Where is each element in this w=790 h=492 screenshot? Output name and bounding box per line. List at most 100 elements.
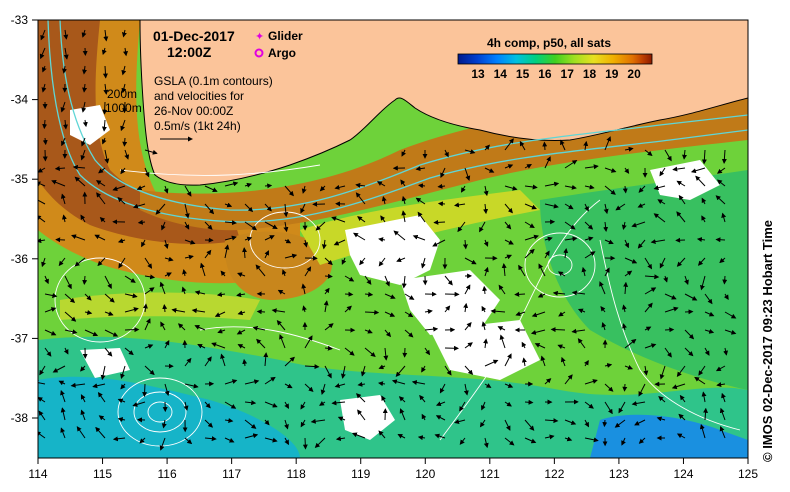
velocity-arrow <box>584 184 595 190</box>
velocity-arrow <box>638 185 646 193</box>
velocity-arrow <box>54 165 66 171</box>
velocity-arrow <box>483 338 489 349</box>
velocity-arrow <box>64 329 78 335</box>
colorbar-tick-label: 19 <box>605 67 619 81</box>
velocity-arrow <box>483 437 489 449</box>
velocity-arrow <box>521 341 527 349</box>
velocity-arrow <box>404 293 415 300</box>
velocity-arrow <box>479 419 486 428</box>
velocity-arrow <box>284 419 289 430</box>
velocity-arrow <box>82 119 88 128</box>
velocity-arrow <box>242 247 248 259</box>
velocity-arrow <box>284 383 293 389</box>
velocity-arrow <box>44 329 57 336</box>
velocity-arrow <box>530 329 546 335</box>
velocity-arrow <box>301 185 307 194</box>
velocity-arrow <box>601 322 607 331</box>
velocity-arrow <box>334 184 346 190</box>
velocity-arrow <box>384 293 396 299</box>
velocity-arrow <box>599 281 606 295</box>
velocity-arrow <box>401 210 407 223</box>
velocity-arrow <box>102 65 108 79</box>
velocity-arrow <box>44 293 58 298</box>
velocity-arrow <box>460 185 466 193</box>
x-tick-label: 120 <box>415 467 435 481</box>
velocity-arrow <box>464 149 476 155</box>
velocity-arrow <box>534 343 546 349</box>
velocity-arrow <box>524 164 532 169</box>
velocity-arrow <box>404 329 414 338</box>
velocity-arrow <box>164 340 170 349</box>
velocity-arrow <box>584 164 599 170</box>
velocity-arrow <box>333 239 346 246</box>
velocity-arrow <box>94 234 106 241</box>
velocity-arrow <box>433 219 446 225</box>
velocity-arrow <box>80 214 86 223</box>
velocity-arrow <box>204 436 217 442</box>
velocity-arrow <box>380 215 386 223</box>
velocity-arrow <box>82 65 88 75</box>
velocity-arrow <box>102 101 108 115</box>
velocity-arrow <box>120 167 126 175</box>
velocity-arrow <box>81 29 87 38</box>
velocity-arrow <box>464 284 471 295</box>
velocity-arrow <box>155 203 166 215</box>
velocity-arrow <box>44 307 57 313</box>
velocity-arrow <box>454 419 466 425</box>
velocity-arrow <box>464 167 471 181</box>
velocity-arrow <box>161 221 166 231</box>
velocity-arrow <box>483 203 489 215</box>
cloud-5 <box>650 160 720 200</box>
velocity-arrow <box>122 137 128 147</box>
velocity-arrow <box>421 413 427 421</box>
velocity-arrow <box>204 356 212 367</box>
velocity-arrow <box>142 303 148 313</box>
x-tick-label: 123 <box>609 467 629 481</box>
velocity-arrow <box>623 281 629 295</box>
velocity-arrow <box>242 358 248 367</box>
velocity-arrow <box>401 275 407 289</box>
velocity-arrow <box>124 275 136 283</box>
velocity-arrow <box>544 250 550 259</box>
velocity-arrow <box>244 419 257 429</box>
velocity-arrow <box>123 47 128 57</box>
velocity-arrow <box>144 344 154 349</box>
velocity-arrow <box>544 378 552 385</box>
velocity-arrow <box>603 203 609 215</box>
velocity-arrow <box>663 275 668 283</box>
velocity-arrow <box>95 426 106 439</box>
velocity-arrow <box>204 419 214 428</box>
velocity-arrow <box>76 426 86 439</box>
velocity-arrow <box>171 307 186 313</box>
velocity-arrow <box>664 306 679 313</box>
velocity-arrow <box>560 139 566 151</box>
velocity-arrow <box>504 185 518 191</box>
velocity-arrow <box>256 309 266 315</box>
velocity-arrow <box>276 320 286 331</box>
velocity-arrow <box>603 221 609 232</box>
velocity-arrow <box>301 283 307 295</box>
velocity-arrow <box>704 293 713 305</box>
velocity-arrow <box>643 365 649 376</box>
velocity-arrow <box>544 434 555 440</box>
velocity-arrow <box>401 149 407 157</box>
velocity-arrow <box>504 164 514 169</box>
x-tick-label: 116 <box>158 467 177 481</box>
velocity-arrow <box>577 308 586 314</box>
velocity-arrow <box>52 365 66 373</box>
velocity-arrow <box>244 433 259 439</box>
velocity-arrow <box>524 419 535 431</box>
velocity-arrow <box>657 199 666 205</box>
velocity-arrow <box>631 221 646 228</box>
velocity-arrow <box>84 329 99 337</box>
velocity-arrow <box>604 267 610 277</box>
velocity-arrow <box>644 149 653 157</box>
velocity-arrow <box>564 203 574 210</box>
velocity-arrow <box>236 292 246 298</box>
velocity-arrow <box>144 167 150 178</box>
velocity-arrow <box>398 396 406 403</box>
x-tick-label: 114 <box>28 467 47 481</box>
velocity-arrow <box>324 345 333 351</box>
velocity-arrow <box>112 436 126 442</box>
x-tick-label: 118 <box>287 467 306 481</box>
